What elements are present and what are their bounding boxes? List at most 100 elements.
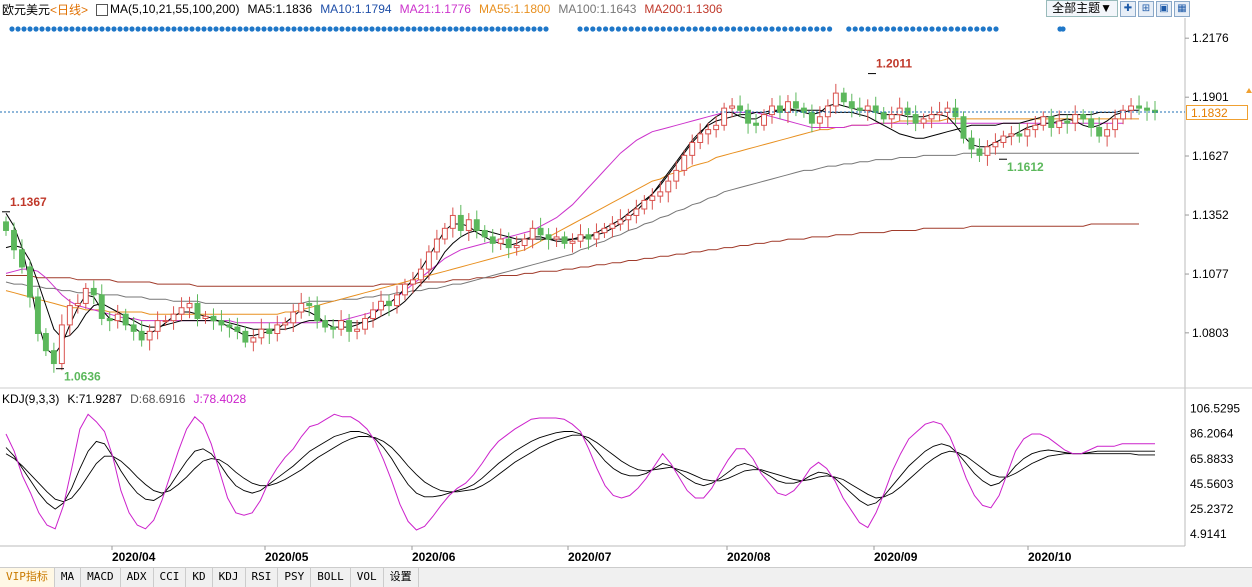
candle[interactable] — [481, 225, 488, 243]
candle[interactable] — [298, 292, 305, 319]
event-dot[interactable] — [987, 26, 993, 32]
window-icon[interactable]: ▣ — [1156, 0, 1172, 17]
event-dot[interactable] — [795, 26, 801, 32]
event-dot[interactable] — [411, 26, 417, 32]
candle[interactable] — [633, 199, 640, 224]
event-dot[interactable] — [615, 26, 622, 32]
candle[interactable] — [673, 161, 680, 190]
candle[interactable] — [386, 294, 392, 317]
candle[interactable] — [880, 107, 887, 125]
candle[interactable] — [1064, 114, 1071, 134]
indicator-tab[interactable]: MA — [55, 568, 82, 587]
candle[interactable] — [529, 220, 536, 249]
event-dot[interactable] — [375, 26, 381, 32]
event-dot[interactable] — [948, 26, 954, 32]
event-dot[interactable] — [974, 26, 980, 32]
event-dot[interactable] — [525, 26, 531, 32]
candle[interactable] — [98, 284, 105, 326]
candle[interactable] — [593, 223, 600, 247]
event-dot[interactable] — [660, 26, 666, 32]
event-dot[interactable] — [9, 26, 15, 32]
event-dot[interactable] — [81, 26, 87, 32]
event-dot[interactable] — [686, 26, 692, 32]
event-dot[interactable] — [609, 26, 615, 32]
candle[interactable] — [186, 296, 193, 319]
event-dot[interactable] — [507, 26, 513, 32]
event-dot[interactable] — [827, 26, 833, 32]
candle[interactable] — [1040, 111, 1047, 131]
candle[interactable] — [1136, 95, 1142, 115]
ma-params[interactable]: MA(5,10,21,55,100,200) — [96, 2, 239, 16]
event-dot[interactable] — [33, 26, 39, 32]
event-dot[interactable] — [1060, 26, 1066, 32]
event-dot[interactable] — [201, 26, 207, 32]
event-dot[interactable] — [647, 26, 654, 32]
event-dot[interactable] — [769, 26, 775, 32]
candle[interactable] — [258, 318, 265, 345]
event-dot[interactable] — [225, 26, 231, 32]
event-dot[interactable] — [846, 26, 852, 32]
candle[interactable] — [314, 296, 321, 329]
event-dot[interactable] — [477, 26, 483, 32]
event-dot[interactable] — [249, 26, 255, 32]
candle[interactable] — [729, 98, 736, 118]
event-dot[interactable] — [750, 26, 756, 32]
candle[interactable] — [689, 134, 696, 165]
candle[interactable] — [872, 96, 879, 121]
event-dot[interactable] — [231, 26, 237, 32]
event-dot[interactable] — [543, 26, 549, 32]
event-dot[interactable] — [820, 26, 826, 32]
candle[interactable] — [3, 216, 9, 236]
event-dot[interactable] — [459, 26, 465, 32]
candle[interactable] — [497, 228, 504, 251]
candle[interactable] — [697, 123, 704, 150]
candle[interactable] — [330, 319, 337, 339]
event-dot[interactable] — [405, 26, 411, 32]
event-dot[interactable] — [351, 26, 357, 32]
event-dot[interactable] — [724, 26, 730, 32]
event-dot[interactable] — [339, 26, 345, 32]
event-dot[interactable] — [501, 26, 507, 32]
candle[interactable] — [800, 102, 807, 118]
event-dot[interactable] — [667, 26, 673, 32]
event-dot[interactable] — [942, 26, 948, 32]
candle[interactable] — [1000, 130, 1007, 148]
candle[interactable] — [1128, 98, 1135, 120]
candle[interactable] — [577, 224, 584, 248]
candle[interactable] — [840, 87, 847, 108]
indicator-tab[interactable]: BOLL — [311, 568, 351, 587]
candle[interactable] — [928, 106, 935, 129]
candle[interactable] — [553, 227, 560, 247]
candle[interactable] — [521, 233, 528, 251]
candle[interactable] — [864, 99, 871, 121]
event-dot[interactable] — [15, 26, 21, 32]
event-dot[interactable] — [387, 26, 393, 32]
event-dot[interactable] — [69, 26, 75, 32]
event-dot[interactable] — [763, 26, 769, 32]
event-dot[interactable] — [117, 26, 123, 32]
event-dot[interactable] — [590, 26, 596, 32]
event-dot[interactable] — [207, 26, 213, 32]
candle[interactable] — [904, 101, 911, 126]
candle[interactable] — [354, 319, 361, 340]
candle[interactable] — [178, 297, 185, 321]
event-dot[interactable] — [321, 26, 327, 32]
event-dot[interactable] — [195, 26, 201, 32]
event-dot[interactable] — [147, 26, 153, 32]
event-dot[interactable] — [129, 26, 135, 32]
candle[interactable] — [338, 310, 345, 336]
indicator-tab[interactable]: MACD — [81, 568, 121, 587]
event-dot[interactable] — [357, 26, 363, 32]
candle[interactable] — [705, 122, 712, 145]
event-dot[interactable] — [679, 26, 686, 32]
event-dot[interactable] — [993, 26, 999, 32]
candle[interactable] — [250, 329, 257, 352]
candle[interactable] — [761, 109, 767, 131]
event-dot[interactable] — [654, 26, 660, 32]
candle[interactable] — [777, 95, 783, 120]
event-dot[interactable] — [929, 26, 935, 32]
candle[interactable] — [1072, 105, 1079, 132]
candle[interactable] — [138, 320, 145, 347]
candle[interactable] — [409, 271, 416, 294]
